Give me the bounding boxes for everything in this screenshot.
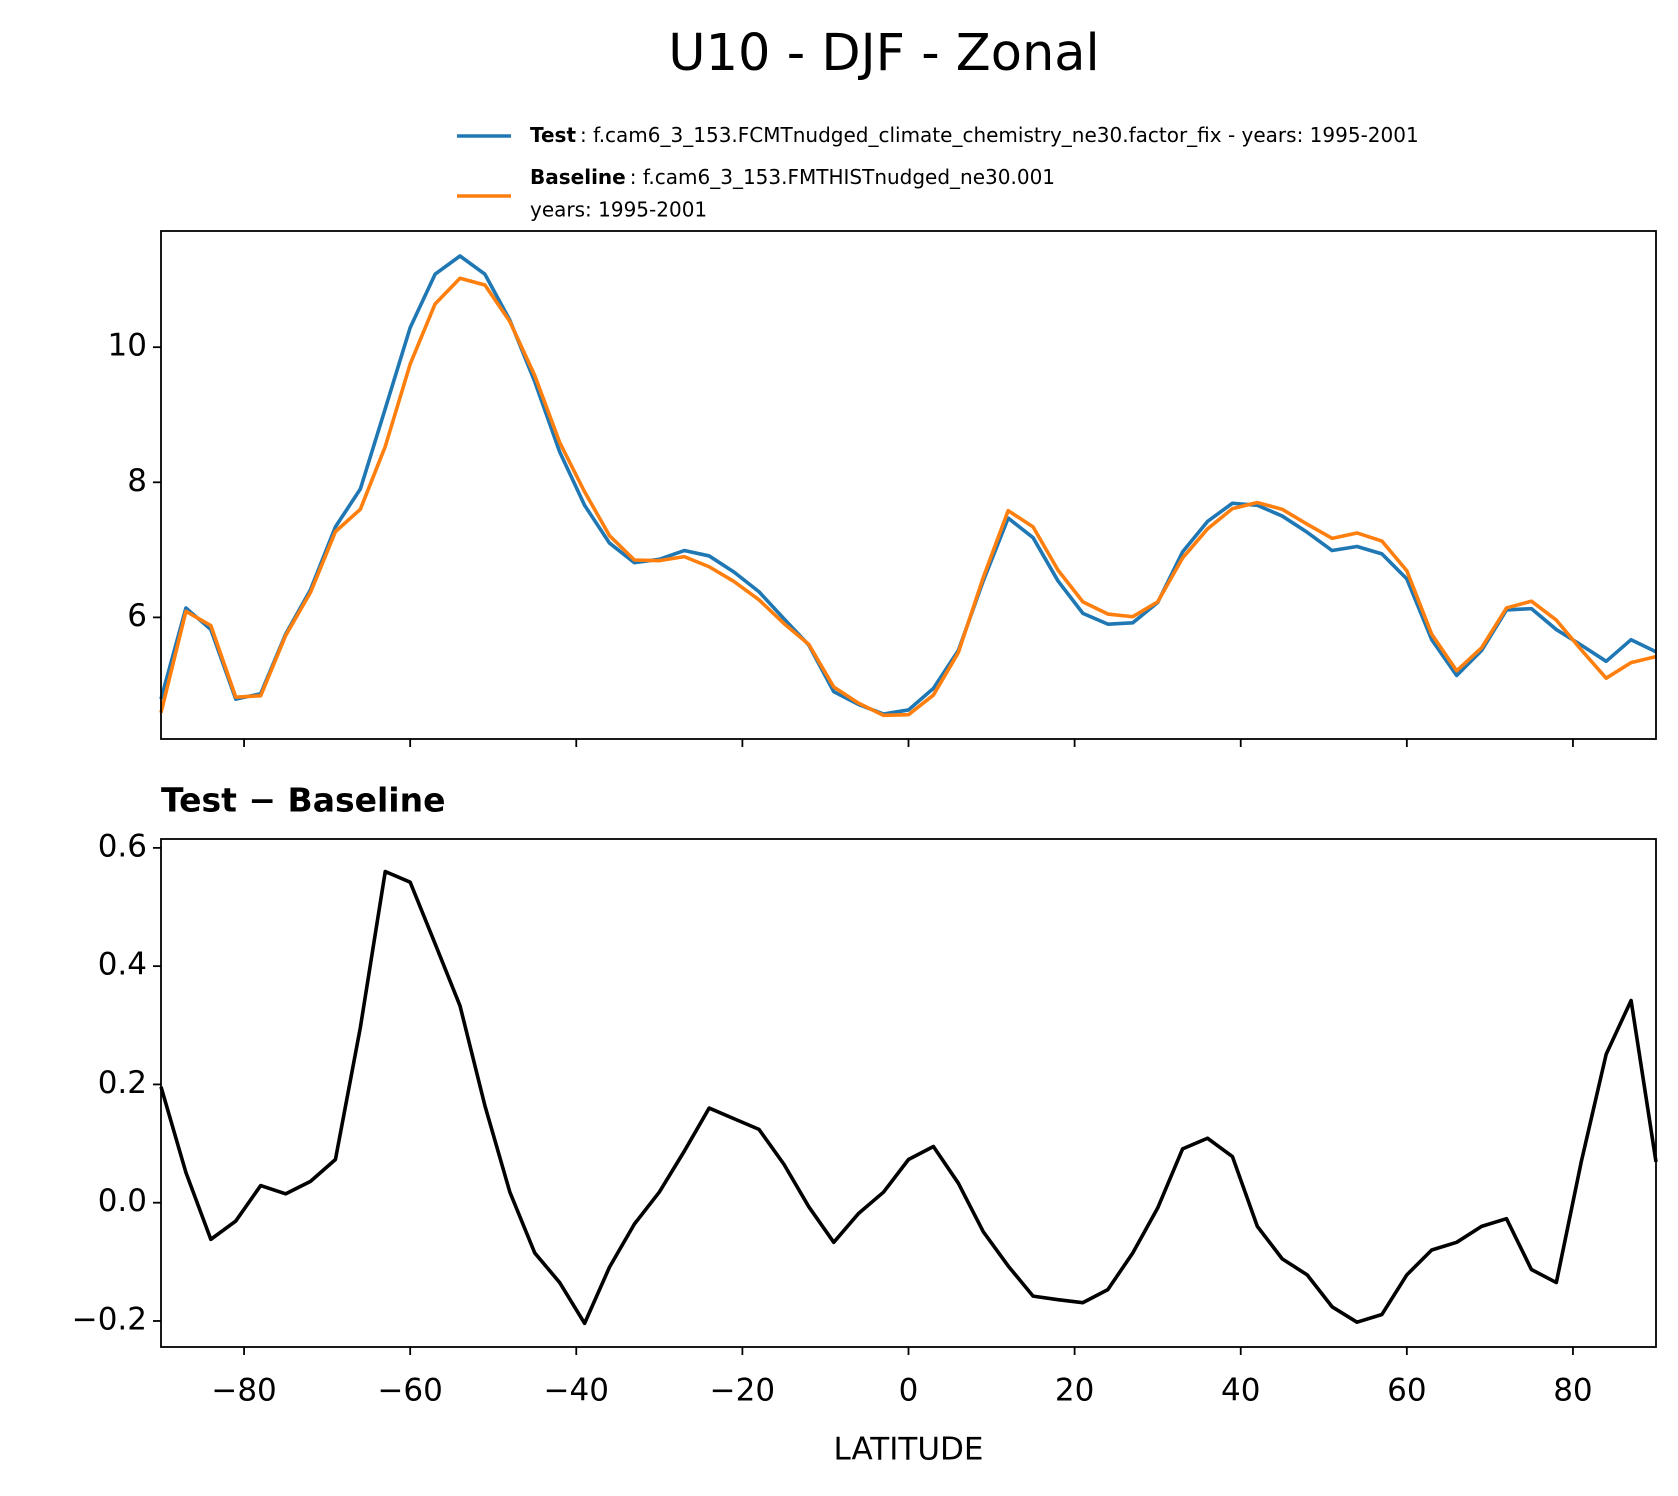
y-tick-label: 6: [127, 598, 147, 634]
legend-text: : f.cam6_3_153.FMTHISTnudged_ne30.001: [630, 165, 1055, 189]
x-tick-label: −80: [211, 1373, 276, 1409]
data-line: [159, 276, 1657, 718]
y-tick-label: 0.6: [98, 828, 147, 864]
x-tick-label: 80: [1553, 1373, 1592, 1409]
y-tick-label: 0.0: [98, 1183, 147, 1219]
axes-frame: [160, 838, 1657, 1348]
x-tick-label: 0: [899, 1373, 919, 1409]
legend-text: years: 1995-2001: [530, 198, 707, 222]
x-tick-label: −40: [544, 1373, 609, 1409]
data-line: [159, 254, 1657, 716]
y-tick-label: 10: [108, 328, 147, 364]
legend-label: Test: f.cam6_3_153.FCMTnudged_climate_ch…: [530, 123, 1419, 147]
y-tick-label: 0.4: [98, 947, 147, 983]
x-tick-label: −20: [710, 1373, 775, 1409]
y-tick-label: 0.2: [98, 1065, 147, 1101]
x-tick-label: 60: [1387, 1373, 1426, 1409]
data-line: [159, 869, 1658, 1326]
y-tick-label: −0.2: [72, 1301, 147, 1337]
legend-name: Baseline: [530, 165, 626, 189]
x-tick-label: −60: [377, 1373, 442, 1409]
legend-label: Baseline: f.cam6_3_153.FMTHISTnudged_ne3…: [530, 165, 1055, 189]
x-axis-label: LATITUDE: [834, 1432, 984, 1468]
figure-title: U10 - DJF - Zonal: [668, 24, 1099, 83]
x-tick-label: 40: [1221, 1373, 1260, 1409]
legend-name: Test: [530, 123, 576, 147]
legend-text: : f.cam6_3_153.FCMTnudged_climate_chemis…: [580, 123, 1419, 147]
subplot-title: Test − Baseline: [161, 781, 446, 820]
x-tick-label: 20: [1055, 1373, 1094, 1409]
y-tick-label: 8: [127, 463, 147, 499]
axes-frame: [160, 230, 1657, 740]
